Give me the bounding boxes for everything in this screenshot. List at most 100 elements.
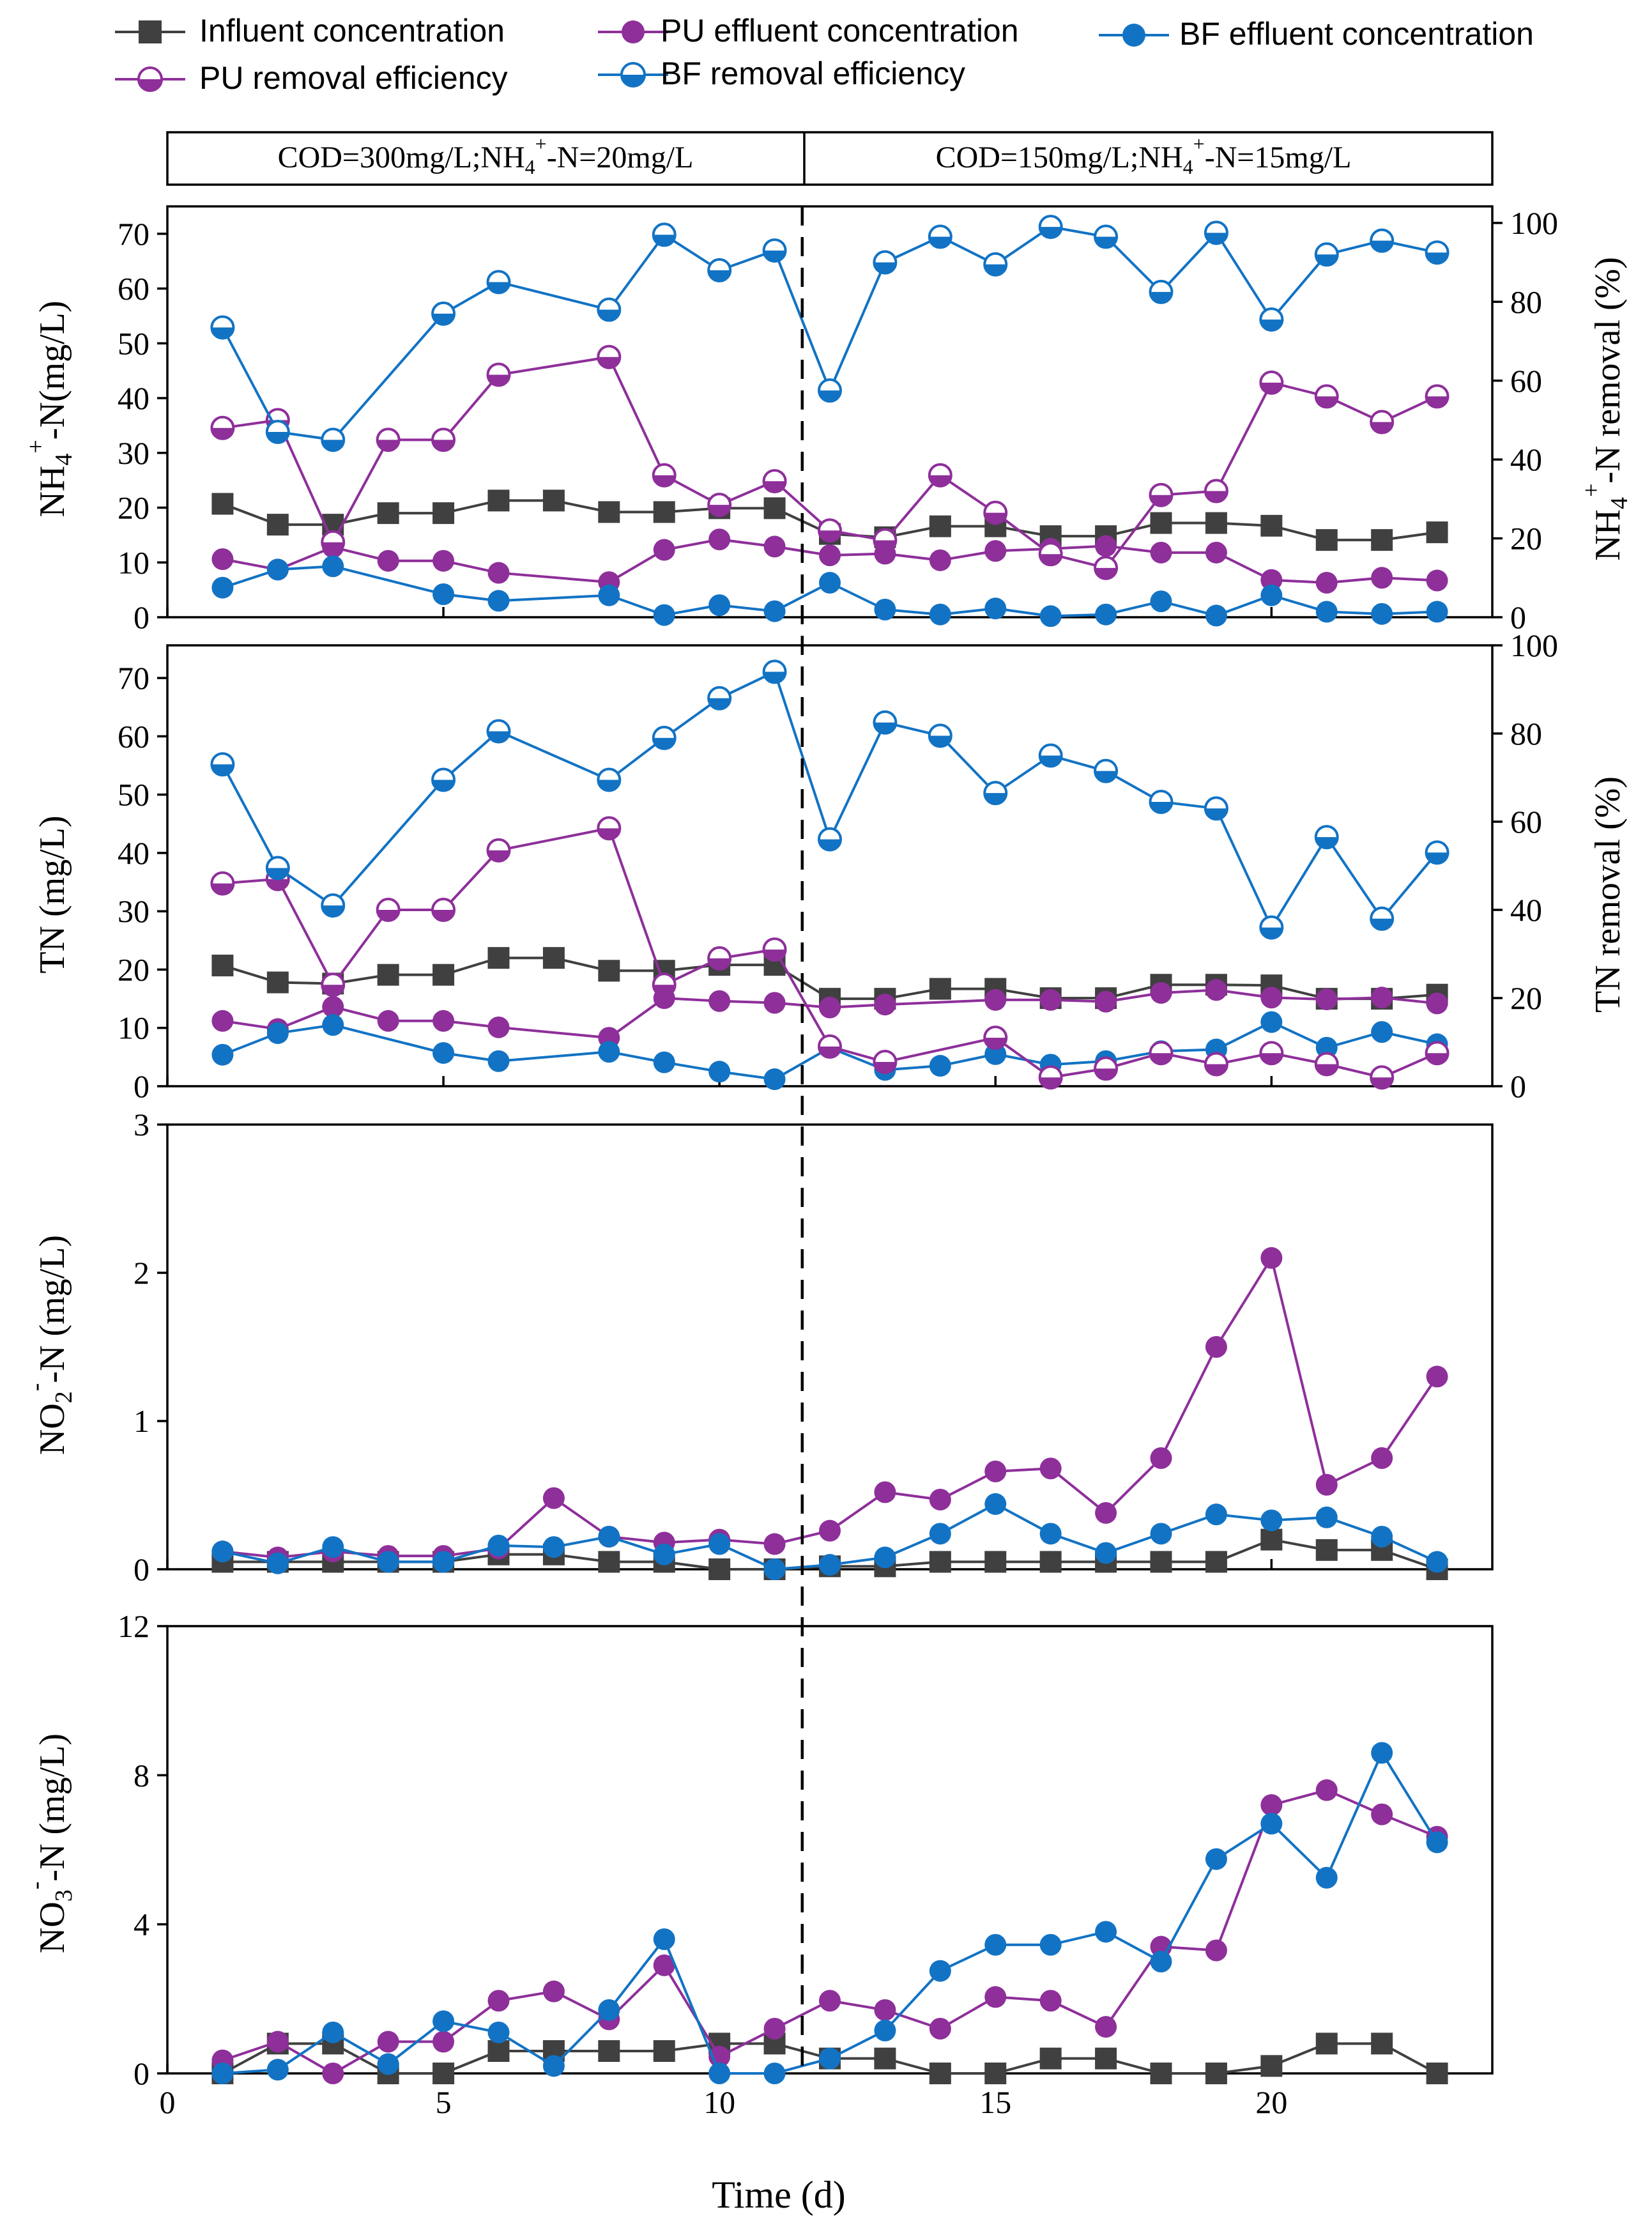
panel-nh4-series-influent-conc-point-1 [266, 514, 289, 536]
panel-nh4-series-bf-conc-point-12 [874, 598, 896, 620]
panel-tn-series-pu-removal-point-8 [652, 972, 677, 997]
panel-tn-series-influent-conc-point-1 [266, 971, 289, 994]
panel-tn-series-bf-removal-point-7 [597, 767, 622, 792]
panel-no3-series-bf-conc-point-7 [598, 1999, 620, 2021]
panel-no3-series-influent-conc-point-14 [984, 2063, 1007, 2084]
legend-marker-circle [1122, 24, 1145, 47]
panel-nh4-series-bf-conc-point-22 [1426, 601, 1448, 623]
panel-tn-series-pu-conc-point-17 [1150, 981, 1172, 1004]
panel-no3-series-pu-conc-point-1 [266, 2031, 289, 2053]
panel-nh4-series-pu-removal-point-18 [1204, 479, 1228, 503]
panel-tn-y2tick-label-0: 0 [1510, 1068, 1526, 1104]
panel-tn-ytick-label-6: 60 [118, 718, 149, 754]
panel-tn-series-influent-conc-point-0 [211, 955, 234, 977]
phase-banner-frame [166, 131, 1494, 186]
panel-tn-series-bf-conc-point-21 [1371, 1021, 1393, 1043]
panel-no3-series-influent-conc-point-20 [1315, 2033, 1338, 2055]
panel-nh4-series-bf-removal [210, 215, 1449, 452]
panel-no2-series-pu-conc-point-11 [819, 1519, 841, 1542]
panel-nh4-series-bf-removal-point-4 [431, 301, 456, 326]
panel-no3-series-bf-conc-point-13 [929, 1960, 951, 1982]
panel-nh4-series-pu-removal-point-5 [486, 362, 511, 387]
panel-no3-series-influent-conc-point-12 [874, 2047, 896, 2070]
panel-no2-series-bf-conc-point-21 [1371, 1525, 1393, 1548]
panel-tn-y2tick-label-5: 100 [1510, 627, 1558, 663]
panel-no2-series-bf-conc-point-20 [1315, 1506, 1338, 1528]
legend-marker-half [137, 66, 163, 92]
panel-no3-series-bf-conc-point-12 [874, 2019, 896, 2041]
panel-nh4-series-pu-conc-point-8 [653, 539, 675, 561]
panel-nh4-series-bf-removal-point-13 [928, 224, 952, 249]
panel-no3-series-pu-conc-point-15 [1039, 1990, 1062, 2012]
panel-nh4-series-bf-conc-point-13 [929, 603, 951, 626]
panel-no2-series-bf-conc-point-3 [377, 1551, 399, 1573]
panel-tn-series-bf-removal-point-15 [1038, 743, 1063, 768]
panel-tn-series-pu-removal-point-7 [597, 816, 622, 841]
panel-nh4-series-bf-removal-point-9 [707, 257, 732, 282]
panel-no3-series-bf-conc-point-9 [708, 2063, 731, 2084]
panel-nh4-ytick-label-1: 10 [118, 544, 149, 580]
panel-no2-series-pu-conc-point-13 [929, 1488, 951, 1510]
panel-nh4-series-pu-removal-point-8 [652, 463, 677, 488]
panel-nh4-ylabel: NH4+-N(mg/L) [22, 300, 77, 517]
panel-no2-series-bf-conc-point-22 [1426, 1551, 1448, 1573]
panel-tn-series-pu-conc-point-4 [432, 1010, 455, 1032]
panel-tn-series-pu-conc-point-2 [322, 995, 344, 1018]
panel-no3-series-bf-conc-point-16 [1095, 1921, 1117, 1943]
panel-tn-series-pu-conc-point-0 [211, 1010, 234, 1032]
panel-no3-series-pu-conc-point-13 [929, 2018, 951, 2040]
panel-no2-series-influent-conc-point-7 [598, 1551, 620, 1573]
panel-nh4-series-pu-removal-point-7 [597, 344, 622, 369]
panel-no3-series-pu-conc-point-18 [1205, 1939, 1227, 1962]
panel-nh4-series-bf-removal-point-0 [210, 315, 235, 340]
panel-tn-y2label: TN removal (%) [1588, 776, 1628, 1013]
panel-nh4-ytick-label-3: 30 [118, 435, 149, 471]
panel-tn-series-bf-removal [210, 659, 1449, 940]
panel-nh4-y2label: NH4+-N removal (%) [1578, 257, 1633, 561]
panel-no2-series-bf-conc-point-0 [211, 1541, 234, 1563]
panel-no3-series-influent-conc-point-13 [929, 2063, 951, 2084]
panel-tn-series-bf-conc-point-8 [653, 1051, 675, 1073]
panel-nh4-series-pu-removal-point-11 [818, 518, 842, 543]
panel-no2-series-bf-conc-point-13 [929, 1523, 951, 1545]
panel-nh4-series-influent-conc-point-22 [1426, 521, 1448, 544]
panel-nh4: 0 10 20 30 40 50 60 70 0 20 40 60 80 100 [118, 205, 1558, 635]
panel-tn-ytick-label-1: 10 [118, 1010, 149, 1046]
panel-no3: 0 5 10 15 20 0 4 8 12 [118, 1608, 1494, 2120]
panel-no3-series-influent-conc-point-18 [1205, 2063, 1227, 2084]
panel-no3-series-bf-conc-point-15 [1039, 1933, 1062, 1956]
legend-label: BF effluent concentration [1179, 16, 1534, 52]
panel-no2-series-influent-conc-point-14 [984, 1551, 1007, 1573]
panel-no3-series-influent-conc-point-8 [653, 2040, 675, 2062]
panel-tn-series-bf-removal-point-20 [1314, 825, 1339, 850]
panel-nh4-series-bf-removal-point-22 [1425, 240, 1449, 265]
panel-tn-series-pu-removal-point-2 [321, 972, 346, 997]
panel-no3-series-pu-conc-point-4 [432, 2031, 455, 2053]
panel-nh4-series-bf-removal-point-21 [1370, 228, 1395, 253]
panel-no2-ytick-label-0: 0 [134, 1551, 149, 1587]
panel-tn-ylabel: TN (mg/L) [33, 815, 72, 973]
panel-no3-ytick-label-0: 0 [134, 2056, 149, 2091]
legend-label: BF removal efficiency [661, 56, 965, 91]
panel-tn-series-bf-removal-point-1 [265, 856, 290, 880]
panel-no2-series-bf-conc-point-8 [653, 1543, 675, 1565]
panel-nh4-series-bf-removal-point-1 [265, 419, 290, 444]
panel-tn-series-bf-removal-point-22 [1425, 840, 1449, 865]
panel-no3-series-influent-conc-point-5 [487, 2040, 510, 2062]
panel-tn-series-pu-removal-point-0 [210, 871, 235, 896]
panel-nh4-series-pu-removal-point-4 [431, 427, 456, 452]
panel-nh4-series-bf-removal-point-15 [1038, 215, 1063, 240]
panel-tn-series-bf-removal-point-14 [983, 781, 1008, 806]
panel-tn-series-bf-removal-point-11 [818, 827, 842, 852]
panel-no3-series-bf-conc-point-0 [211, 2063, 234, 2084]
panel-tn-series-pu-conc-point-22 [1426, 992, 1448, 1015]
panel-tn-series-pu-conc-point-21 [1371, 987, 1393, 1009]
panel-no3-series-bf-conc-point-3 [377, 2053, 399, 2075]
panel-tn-series-pu-removal-point-20 [1314, 1052, 1339, 1077]
panel-tn-series-bf-conc-point-4 [432, 1041, 455, 1064]
panel-tn-series-pu-conc-point-15 [1039, 988, 1062, 1011]
panel-no3-series-pu-conc-point-5 [487, 1990, 510, 2012]
panel-nh4-series-influent-conc-point-5 [487, 489, 510, 512]
panel-tn-series-pu-removal-point-21 [1370, 1065, 1395, 1090]
